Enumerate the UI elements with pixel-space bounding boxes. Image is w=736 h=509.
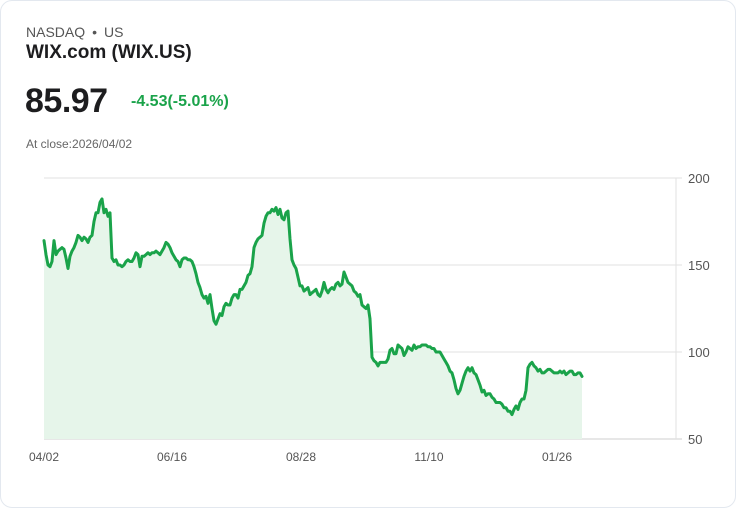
y-tick-label: 100 [688,345,710,360]
current-price: 85.97 [25,82,108,120]
x-tick-label: 04/02 [29,450,59,464]
y-tick-label: 200 [688,171,710,186]
y-axis: 200 150 100 50 [688,171,710,447]
y-tick-label: 50 [688,432,702,447]
region-label: US [104,24,124,40]
separator-dot: • [92,24,98,40]
stock-title: WIX.com (WIX.US) [26,42,192,63]
x-tick-label: 01/26 [542,450,572,464]
close-timestamp: At close:2026/04/02 [26,137,133,151]
price-line [42,197,584,417]
x-tick-label: 11/10 [414,450,443,464]
price-change: -4.53(-5.01%) [131,93,229,110]
price-area-fill [44,198,582,439]
x-axis: 04/02 06/16 08/28 11/10 01/26 [29,450,572,464]
x-tick-label: 08/28 [286,450,316,464]
y-tick-label: 150 [688,258,710,273]
exchange-line: NASDAQ • US [26,24,123,40]
exchange-name: NASDAQ [26,24,86,40]
x-tick-label: 06/16 [157,450,187,464]
